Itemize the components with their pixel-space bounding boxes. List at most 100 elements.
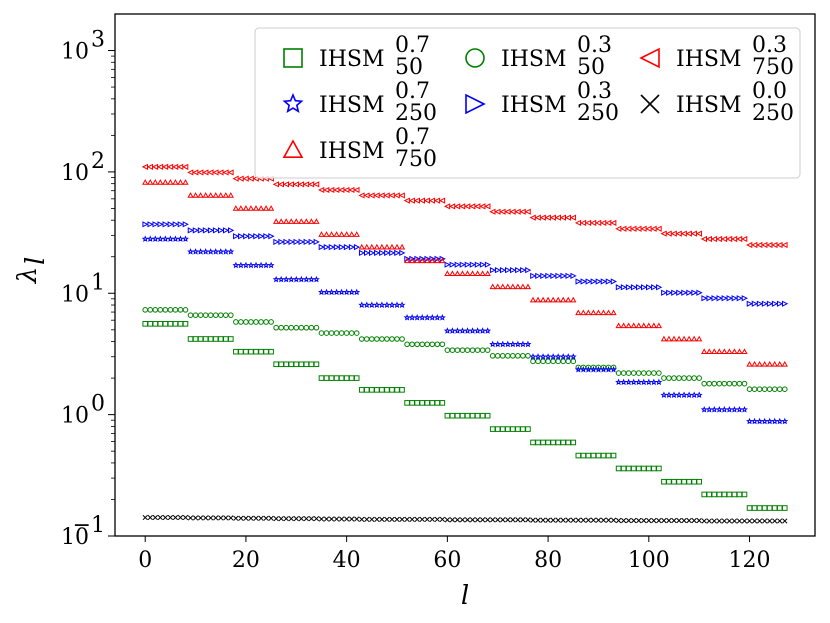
series-2-point-shape [675,230,682,237]
series-0-point-shape [620,465,627,472]
series-6-point [620,322,627,329]
series-0-point-shape [449,412,456,419]
series-1-point-shape [756,386,763,393]
series-2-point-shape [529,214,536,221]
series-5-point-stroke-b [152,514,158,521]
series-5-point-stroke-b [213,515,219,521]
series-5-point [756,518,763,524]
series-5-point-stroke-b [676,517,682,524]
series-0-point [207,336,214,342]
series-4-point-shape [353,244,361,251]
series-0-point-shape [726,491,733,498]
series-1-point [640,370,647,376]
series-3-point [761,417,769,425]
series-4-point [384,249,391,257]
series-1-point-shape [766,386,773,393]
series-1-point-shape [258,319,264,325]
series-5-point [374,516,380,523]
series-2-point-shape [403,197,410,204]
series-0-point [620,465,627,472]
series-3-point [751,417,759,425]
series-5-point-stroke-b [409,516,415,523]
series-0-point-shape [525,426,531,432]
series-0-point [776,505,783,511]
series-3-point-shape [348,288,356,296]
legend-label-sup: 0.3 [577,79,612,104]
series-1-point-shape [384,336,390,342]
series-5-point-stroke-b [233,515,239,521]
series-5-point-stroke-b [585,517,592,523]
series-5-point-stroke-b [651,517,657,524]
series-4-point-shape [590,278,597,285]
series-2-point-shape [388,192,395,199]
series-5-point-stroke-b [243,515,249,521]
series-6-point [177,179,184,185]
legend-marker [640,94,660,114]
series-5-point [570,517,576,523]
series-2-point [630,225,637,232]
series-3-point [182,235,189,242]
series-0-point [313,361,320,368]
series-2-point [192,169,199,176]
series-6-point [489,283,496,290]
series-3-point [307,275,315,283]
series-6-point [267,205,275,211]
series-1-point [781,386,788,393]
series-6-point-shape [590,309,597,316]
series-1-point-shape [379,336,385,342]
series-0-point [338,375,345,381]
series-4-point [162,221,169,228]
series-1-point-shape [167,307,174,313]
x-tick-label: 60 [433,548,461,573]
series-1-point-shape [666,375,672,381]
series-4-point [605,278,612,285]
series-1-point-shape [197,312,204,318]
series-0-point [389,387,395,393]
series-1-point [651,370,657,376]
series-6-point-shape [675,335,683,342]
series-4-point-shape [469,261,476,268]
series-3-point [257,261,265,269]
series-4-point [620,284,628,291]
series-1-point-shape [489,353,496,359]
series-1-point [142,307,149,313]
series-0-point [575,452,582,459]
series-5-point [379,516,385,523]
series-5-point-stroke-b [620,517,627,524]
series-1-point-shape [570,358,577,365]
series-6-point [192,192,199,198]
series-0-point [510,426,516,432]
series-2-point [428,197,436,204]
series-6-point [605,309,612,316]
series-4-point-shape [565,272,572,280]
series-1-point-shape [464,347,471,353]
series-3-point-shape [574,366,582,373]
series-4-point-shape [681,289,688,296]
series-6-point [207,192,214,198]
series-2-point [635,225,642,232]
series-5-point [646,517,652,524]
series-6-point-shape [756,360,763,367]
series-6-point [630,322,637,329]
series-4-point-shape [263,233,270,240]
series-1-point [369,336,375,342]
series-6-point-shape [690,335,698,342]
series-5-point [550,517,556,523]
series-5-point [651,517,657,524]
series-1-point [197,312,204,318]
series-4-point-shape [716,295,723,302]
series-2-point [454,203,461,210]
series-1-point [333,330,340,336]
series-5-point-stroke-b [444,517,451,523]
series-4-point-shape [781,300,789,307]
series-1-point-shape [510,353,516,359]
series-6-point [549,296,557,303]
series-5 [142,514,788,524]
series-0-point [293,361,300,368]
series-4-point [726,295,733,302]
series-6-point [595,309,602,316]
series-3-point [710,406,718,413]
series-5-point-stroke-b [359,516,365,523]
series-0-point [505,426,511,432]
series-0-point [716,491,723,498]
